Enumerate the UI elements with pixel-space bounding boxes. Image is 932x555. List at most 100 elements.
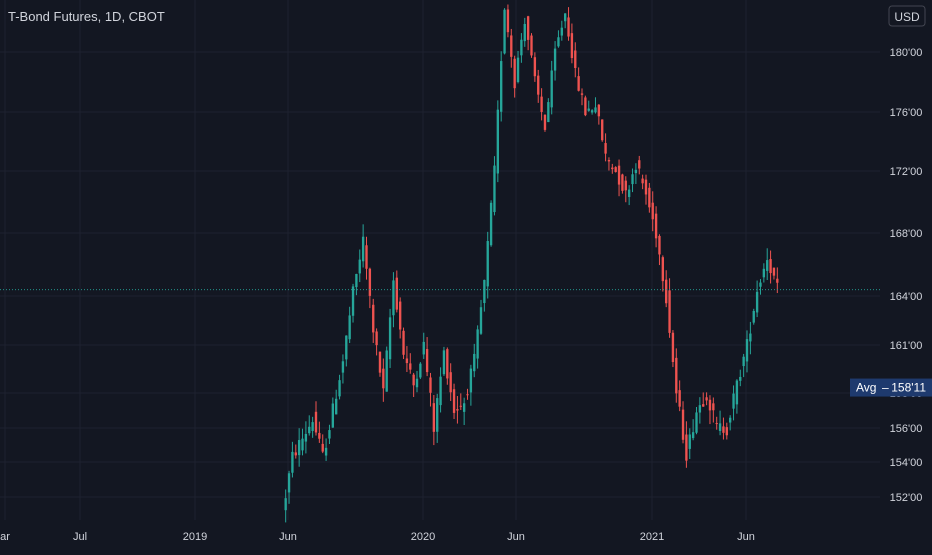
candle [291, 441, 294, 478]
candle-body [304, 433, 308, 442]
candle [570, 23, 574, 64]
candle [638, 155, 641, 175]
candle-body [570, 33, 574, 59]
candle-body [590, 110, 594, 113]
candle-body [355, 273, 358, 288]
candle [624, 176, 627, 203]
candle [732, 385, 735, 421]
candle-body [503, 9, 506, 54]
candle-body [769, 259, 772, 274]
candle [425, 337, 429, 377]
currency-button[interactable]: USD [888, 5, 926, 27]
candle [648, 182, 651, 213]
candle [584, 95, 587, 117]
candle-body [594, 107, 597, 113]
candle-body [415, 378, 419, 388]
candle [506, 4, 510, 38]
candle-body [297, 440, 301, 456]
x-tick-label: ar [0, 531, 10, 543]
candle [473, 343, 476, 378]
candle [668, 278, 671, 338]
candle-body [412, 374, 415, 386]
candle [496, 100, 500, 183]
candle [776, 267, 779, 294]
candle [419, 362, 422, 380]
avg-badge-bg [850, 378, 932, 397]
candle-body [466, 394, 469, 396]
candle-body [658, 235, 661, 255]
candle-body [291, 451, 294, 473]
candle-body [328, 430, 331, 439]
candle-body [584, 97, 587, 116]
candle [594, 97, 597, 114]
candle-body [685, 434, 688, 461]
candle-body [651, 202, 654, 220]
candle-body [500, 61, 503, 112]
y-tick-label: 180'00 [890, 47, 923, 59]
candle-body [574, 50, 577, 68]
candle-body [493, 165, 496, 213]
candle-body [341, 361, 345, 373]
candle [439, 367, 442, 413]
candle-body [550, 70, 553, 108]
candle-body [728, 417, 732, 423]
candle [294, 444, 297, 459]
candle-body [409, 363, 412, 370]
y-tick-label: 161'00 [890, 340, 923, 352]
candle [631, 168, 634, 193]
avg-separator: – [882, 381, 889, 395]
candle-body [375, 331, 378, 346]
candle-body [766, 260, 769, 271]
y-tick-label: 176'00 [890, 107, 923, 119]
candles[interactable] [284, 4, 779, 523]
candle-body [587, 108, 590, 111]
candle [530, 33, 533, 58]
candle-body [745, 339, 749, 362]
candle [493, 156, 496, 216]
time-axis[interactable]: ar Jul 2019 Jun 2020 Jun 2021 Jun [0, 531, 755, 543]
candle-body [722, 426, 725, 433]
candle-body [688, 434, 691, 449]
y-tick-label: 154'00 [890, 457, 923, 469]
candle-body [530, 35, 533, 56]
candle [621, 173, 624, 194]
candle [513, 55, 516, 98]
candle [321, 434, 324, 454]
candle-body [543, 114, 547, 130]
candle [361, 224, 365, 268]
candle [587, 100, 590, 112]
candle-body [547, 102, 550, 123]
candle-body [708, 399, 712, 411]
candle [553, 41, 557, 81]
candle [547, 98, 550, 123]
candle-body [725, 427, 728, 436]
candle [365, 236, 368, 280]
candle-body [540, 96, 543, 112]
candle [486, 231, 489, 299]
candle-body [365, 245, 368, 269]
candle-body [473, 353, 476, 372]
candle [338, 374, 341, 400]
candle [634, 163, 638, 184]
candle-body [378, 351, 382, 373]
candle-body [621, 174, 624, 191]
candle [601, 119, 604, 142]
candle [358, 249, 361, 283]
candle [304, 421, 308, 454]
candle-body [425, 349, 429, 373]
candle [611, 163, 614, 174]
candle [287, 470, 291, 504]
candle-body [634, 169, 638, 174]
candle-body [419, 363, 422, 378]
candle [429, 372, 432, 407]
candle-body [439, 376, 442, 406]
candle [560, 20, 563, 41]
candle [665, 270, 668, 308]
candle [345, 335, 348, 367]
candle-body [661, 257, 665, 282]
candle [752, 308, 755, 325]
candle [449, 363, 452, 401]
candle [446, 347, 449, 385]
